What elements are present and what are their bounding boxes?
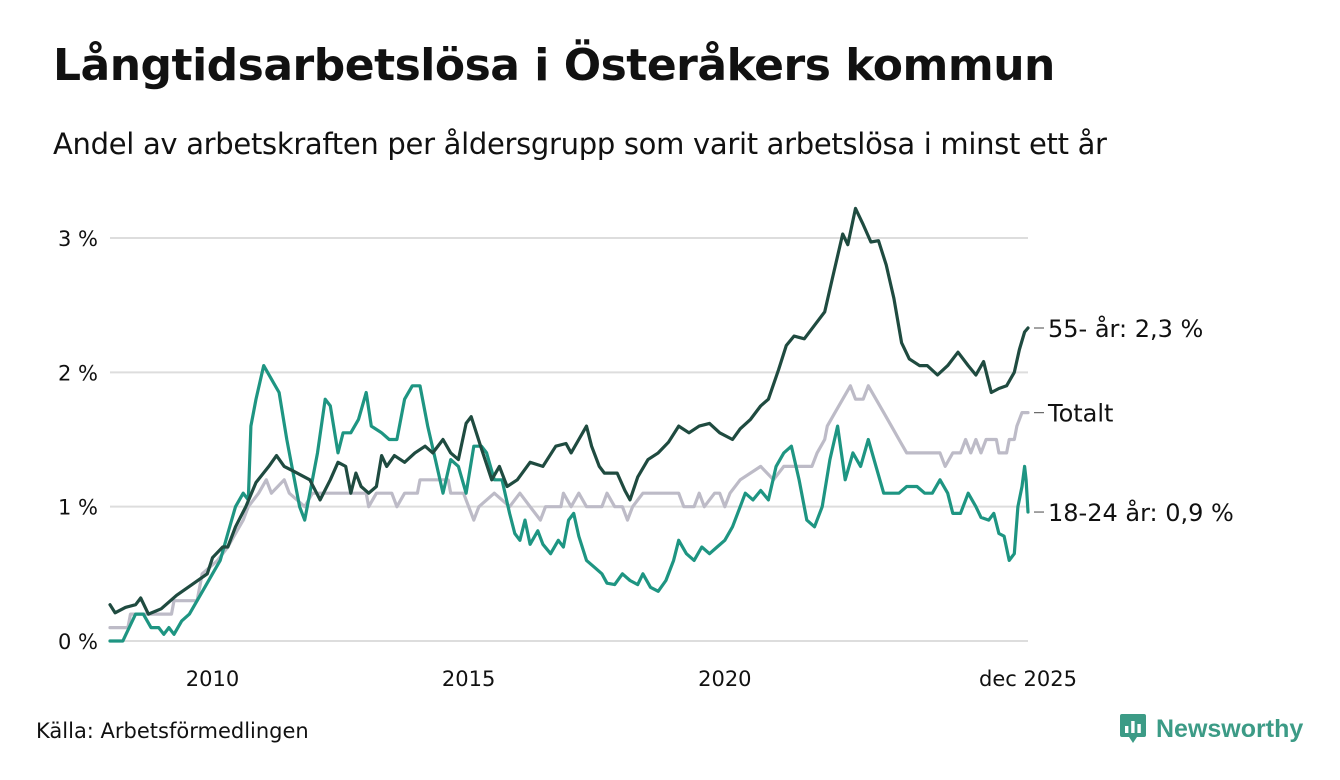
series-end-label-total: Totalt — [1047, 400, 1113, 428]
y-axis-labels: 0 % 1 % 2 % 3 % — [58, 227, 98, 654]
series-end-label-s55: 55- år: 2,3 % — [1048, 314, 1203, 343]
newsworthy-chart-icon — [1120, 714, 1146, 743]
newsworthy-logo[interactable]: Newsworthy — [1118, 713, 1303, 745]
chart-title: Långtidsarbetslösa i Österåkers kommun — [53, 40, 1055, 91]
series-line-s1824 — [108, 364, 1030, 643]
y-tick-label: 0 % — [58, 630, 98, 654]
series-line-total — [108, 384, 1030, 630]
brand-name: Newsworthy — [1156, 714, 1304, 743]
x-tick-label: 2020 — [698, 667, 751, 691]
series-end-label-s1824: 18-24 år: 0,9 % — [1048, 498, 1234, 527]
source-note: Källa: Arbetsförmedlingen — [36, 719, 309, 743]
x-tick-label: 2010 — [186, 667, 239, 691]
line-chart: 0 % 1 % 2 % 3 % 2010 2015 2020 dec 2025 55- år… — [58, 206, 1234, 691]
y-tick-label: 3 % — [58, 227, 98, 251]
x-tick-label: dec 2025 — [979, 667, 1077, 691]
x-axis-labels: 2010 2015 2020 dec 2025 — [186, 667, 1077, 691]
series-line-s55 — [108, 206, 1030, 616]
y-tick-label: 2 % — [58, 361, 98, 385]
gridlines — [110, 237, 1028, 642]
chart-subtitle: Andel av arbetskraften per åldersgrupp s… — [53, 127, 1107, 161]
series-end-labels: 55- år: 2,3 % Totalt 18-24 år: 0,9 % — [1034, 314, 1234, 527]
y-tick-label: 1 % — [58, 496, 98, 520]
x-tick-label: 2015 — [442, 667, 495, 691]
series-lines — [108, 206, 1030, 643]
